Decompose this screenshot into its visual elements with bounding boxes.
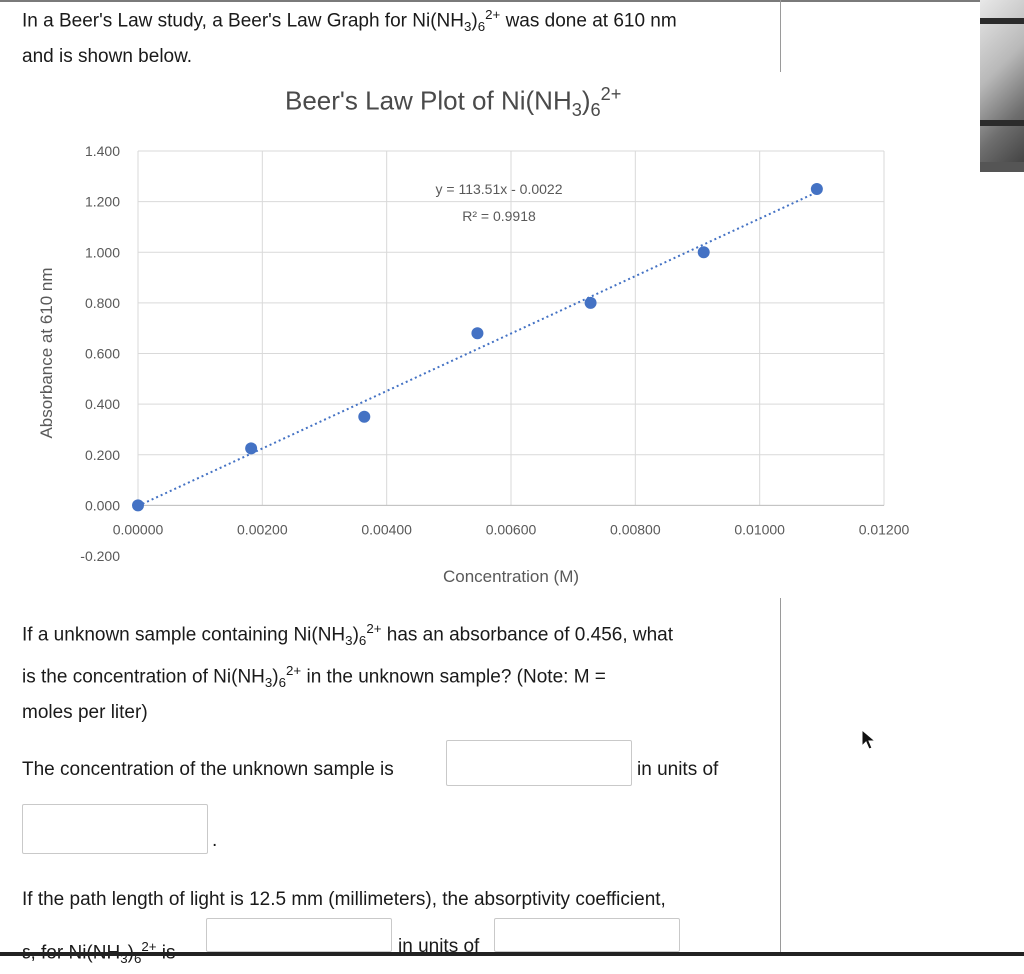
chart-title: Beer's Law Plot of Ni(NH3)62+ [285,84,622,120]
data-point [132,499,144,512]
trendline-equation: y = 113.51x - 0.0022 [436,181,563,197]
column-divider-bottom [780,598,781,952]
x-tick-label: 0.00400 [361,521,412,537]
data-point [245,442,258,455]
mouse-cursor-icon [861,728,877,750]
beers-law-chart: -0.200 0.000 0.200 0.400 0.600 0.800 1.000 1.20… [37,143,910,586]
data-point [358,410,371,423]
x-tick-label: 0.01200 [859,521,910,537]
data-point [471,327,484,340]
concentration-answer-input[interactable] [446,740,632,786]
y-tick-label: 1.400 [85,143,120,159]
x-axis-title: Concentration (M) [443,567,579,586]
question-unknown: If a unknown sample containing Ni(NH3)62… [22,621,674,724]
y-axis-title: Absorbance at 610 nm [37,267,56,438]
column-divider-top [780,0,781,72]
question-path-length: If the path length of light is 12.5 mm (… [22,889,666,910]
video-thumbnail[interactable] [980,0,1024,172]
epsilon-units-input[interactable] [494,918,680,952]
data-point [584,296,597,309]
y-tick-label: 0.600 [85,346,120,362]
units-of-label: in units of [637,759,719,780]
x-tick-label: 0.01000 [734,521,785,537]
x-tick-label: 0.00000 [113,521,164,537]
question-intro: In a Beer's Law study, a Beer's Law Grap… [22,7,677,68]
y-tick-label: 0.800 [85,295,120,311]
y-tick-label: 1.200 [85,194,120,210]
concentration-units-input[interactable] [22,804,208,854]
y-tick-label: 0.000 [85,497,120,513]
y-tick-label: 0.200 [85,447,120,463]
y-tick-label: 1.000 [85,244,120,260]
trendline [137,191,818,507]
period: . [212,830,218,851]
x-tick-label: 0.00800 [610,521,661,537]
epsilon-units-label: in units of [398,936,480,957]
bottom-border [0,952,1024,956]
x-tick-label: 0.00200 [237,521,288,537]
data-point [810,182,823,195]
epsilon-answer-input[interactable] [206,918,392,952]
y-tick-label: -0.200 [80,548,120,564]
r-squared-label: R² = 0.9918 [462,208,536,224]
y-tick-label: 0.400 [85,396,120,412]
top-border [0,0,1024,2]
x-tick-label: 0.00600 [486,521,537,537]
concentration-label: The concentration of the unknown sample … [22,759,394,780]
data-point [697,246,710,259]
